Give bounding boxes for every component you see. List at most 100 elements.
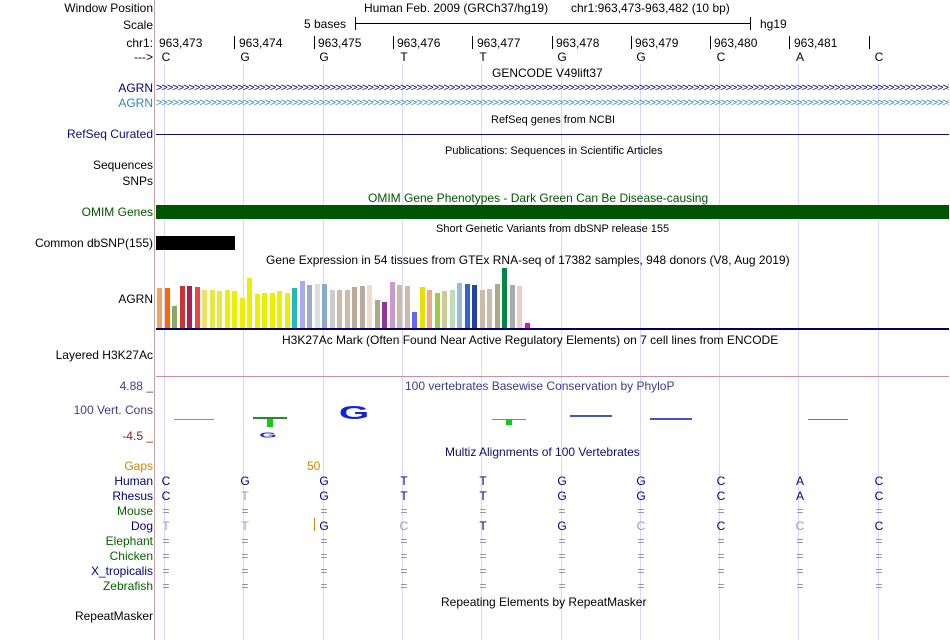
position-info[interactable]: chr1:963,473-963,482 (10 bp) [571,1,730,15]
repeatmasker-title[interactable]: Repeating Elements by RepeatMasker [441,595,647,609]
gtex-tissue-bar[interactable] [180,286,185,328]
h3k27ac-label[interactable]: Layered H3K27Ac [55,348,153,362]
gtex-tissue-bar[interactable] [232,291,237,328]
alignment-base: G [319,519,329,533]
refseq-label[interactable]: RefSeq Curated [66,127,153,141]
gtex-tissue-bar[interactable] [285,293,290,328]
phylop-logo[interactable]: G G [156,395,949,445]
gtex-tissue-bar[interactable] [435,293,440,328]
assembly-info: Human Feb. 2009 (GRCh37/hg19) [364,1,549,15]
species-label[interactable]: X_tropicalis [90,564,153,578]
gtex-tissue-bar[interactable] [345,290,350,328]
grid-line [481,64,482,640]
multiz-title[interactable]: Multiz Alignments of 100 Vertebrates [445,445,640,459]
gtex-tissue-bar[interactable] [172,306,177,328]
gtex-tissue-bar[interactable] [382,302,387,328]
phylop-title[interactable]: 100 vertebrates Basewise Conservation by… [405,379,675,393]
dbsnp-title[interactable]: Short Genetic Variants from dbSNP releas… [436,223,670,235]
gtex-tissue-bar[interactable] [262,293,267,328]
omim-gene-bar[interactable] [156,205,949,219]
refseq-gene-line[interactable] [156,134,949,135]
gtex-tissue-bar[interactable] [465,284,470,328]
alignment-base: T [400,489,408,503]
species-label[interactable]: Rhesus [112,489,153,503]
gtex-label[interactable]: AGRN [118,292,153,306]
omim-title[interactable]: OMIM Gene Phenotypes - Dark Green Can Be… [368,191,709,205]
gtex-tissue-bar[interactable] [352,287,357,328]
grid-line [798,64,799,640]
grid-line [243,64,244,640]
gtex-title[interactable]: Gene Expression in 54 tissues from GTEx … [266,253,790,267]
species-label[interactable]: Dog [130,519,153,533]
alignment-base: T [241,519,249,533]
snps-label[interactable]: SNPs [122,174,153,188]
gtex-tissue-bar[interactable] [457,283,462,328]
gtex-tissue-bar[interactable] [337,290,342,328]
gtex-tissue-bar[interactable] [502,268,507,328]
gencode-agrn-label-2[interactable]: AGRN [118,96,153,110]
gtex-tissue-bar[interactable] [487,289,492,328]
gtex-tissue-bar[interactable] [495,284,500,328]
gtex-tissue-bar[interactable] [367,285,372,328]
repeatmasker-label[interactable]: RepeatMasker [74,609,153,623]
gtex-tissue-bar[interactable] [247,278,252,328]
gtex-tissue-bar[interactable] [525,323,530,328]
gtex-tissue-bar[interactable] [187,286,192,328]
omim-label[interactable]: OMIM Genes [81,205,153,219]
refseq-title[interactable]: RefSeq genes from NCBI [491,114,616,126]
gtex-tissue-bar[interactable] [225,290,230,328]
gencode-title[interactable]: GENCODE V49lift37 [492,66,603,80]
alignment-base: = [637,549,645,563]
gencode-transcript-2[interactable]: >>>>>>>>>>>>>>>>>>>>>>>>>>>>>>>>>>>>>>>>… [156,97,949,109]
species-label[interactable]: Chicken [109,549,153,563]
gtex-tissue-bar[interactable] [240,298,245,328]
gtex-tissue-bar[interactable] [405,286,410,328]
gtex-tissue-bar[interactable] [472,285,477,328]
alignment-base: = [717,534,725,548]
gtex-tissue-bar[interactable] [202,290,207,328]
gtex-tissue-bar[interactable] [307,285,312,328]
chrom-label: chr1: [126,36,153,50]
gencode-agrn-label-1[interactable]: AGRN [118,81,153,95]
gtex-tissue-bar[interactable] [292,288,297,328]
species-label[interactable]: Mouse [116,504,153,518]
sequences-label[interactable]: Sequences [92,158,153,172]
strand-label: ---> [134,50,153,64]
gtex-tissue-bar[interactable] [157,288,162,328]
species-label[interactable]: Zebrafish [102,579,153,593]
gtex-tissue-bar[interactable] [397,285,402,328]
gtex-tissue-bar[interactable] [300,281,305,328]
dbsnp-label[interactable]: Common dbSNP(155) [34,236,153,250]
gtex-tissue-bar[interactable] [195,287,200,328]
gtex-tissue-bar[interactable] [217,291,222,328]
alignment-base: C [399,519,409,533]
gtex-tissue-bar[interactable] [375,300,380,328]
gtex-tissue-bar[interactable] [517,286,522,328]
gtex-tissue-bar[interactable] [165,288,170,328]
gtex-tissue-bar[interactable] [510,285,515,328]
gtex-tissue-bar[interactable] [270,293,275,328]
gtex-tissue-bar[interactable] [420,287,425,328]
publications-title[interactable]: Publications: Sequences in Scientific Ar… [445,145,663,157]
gaps-label[interactable]: Gaps [124,459,153,473]
gtex-tissue-bar[interactable] [330,290,335,328]
gtex-tissue-bar[interactable] [322,284,327,328]
gtex-tissue-bar[interactable] [210,290,215,328]
dbsnp-variant-bar[interactable] [156,236,235,250]
species-label[interactable]: Elephant [105,534,153,548]
gtex-tissue-bar[interactable] [255,294,260,328]
gtex-tissue-bar[interactable] [277,291,282,328]
gtex-tissue-bar[interactable] [412,312,417,328]
gtex-tissue-bar[interactable] [480,290,485,328]
gencode-transcript-1[interactable]: >>>>>>>>>>>>>>>>>>>>>>>>>>>>>>>>>>>>>>>>… [156,82,949,94]
gtex-tissue-bar[interactable] [360,286,365,328]
alignment-base: = [320,579,328,593]
gtex-tissue-bar[interactable] [427,290,432,328]
gtex-tissue-bar[interactable] [442,291,447,328]
gtex-tissue-bar[interactable] [450,290,455,328]
h3k27ac-title[interactable]: H3K27Ac Mark (Often Found Near Active Re… [282,333,779,347]
gtex-tissue-bar[interactable] [315,284,320,328]
species-label[interactable]: Human [114,474,153,488]
gtex-tissue-bar[interactable] [390,282,395,328]
phylop-label[interactable]: 100 Vert. Cons [73,403,153,417]
